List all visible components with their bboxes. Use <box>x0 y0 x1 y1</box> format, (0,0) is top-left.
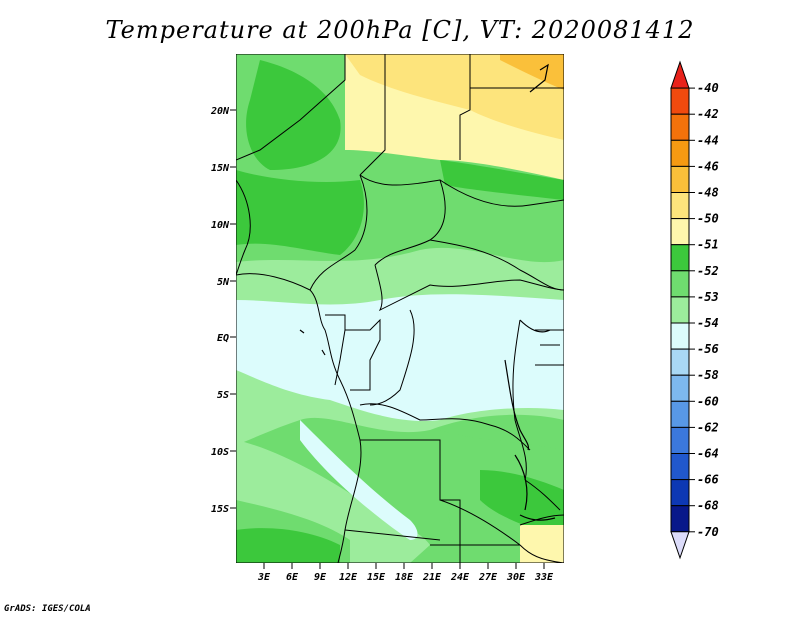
lon-label: 6E <box>286 572 299 583</box>
lon-label: 30E <box>506 572 526 583</box>
colorbar-swatch <box>670 218 690 246</box>
colorbar-swatch <box>670 192 690 220</box>
lon-label: 33E <box>534 572 554 583</box>
colorbar-label: -68 <box>697 499 719 513</box>
latitude-axis: 20N 15N 10N 5N EQ 5S 10S 15S <box>210 106 236 515</box>
colorbar-swatch <box>670 244 690 272</box>
lat-label: 20N <box>210 106 230 117</box>
lon-label: 21E <box>422 572 442 583</box>
grads-credit: GrADS: IGES/COLA <box>4 604 91 614</box>
colorbar-label: -53 <box>697 290 719 304</box>
colorbar-swatch <box>670 348 690 376</box>
lon-label: 27E <box>478 572 498 583</box>
colorbar-label: -60 <box>697 394 719 408</box>
colorbar-label: -48 <box>697 186 719 200</box>
lon-label: 12E <box>339 572 358 583</box>
colorbar-label: -46 <box>697 159 719 173</box>
colorbar-label: -66 <box>697 473 719 487</box>
lon-label: 24E <box>450 572 470 583</box>
colorbar-label: -52 <box>697 264 719 278</box>
colorbar-label: -56 <box>697 342 719 356</box>
lat-label: 15S <box>211 504 229 515</box>
lat-label: 10S <box>211 447 229 458</box>
map-title: Temperature at 200hPa [C], VT: 202008141… <box>105 16 695 44</box>
lat-label: EQ <box>217 333 229 344</box>
lon-label: 15E <box>367 572 386 583</box>
colorbar-swatch <box>670 400 690 428</box>
lon-label: 18E <box>395 572 414 583</box>
colorbar-swatch <box>670 165 690 193</box>
country-borders <box>236 54 564 563</box>
colorbar-label: -64 <box>697 447 719 461</box>
colorbar-swatch <box>670 426 690 454</box>
lon-label: 3E <box>257 572 271 583</box>
colorbar-swatch <box>670 87 690 115</box>
colorbar-label: -58 <box>697 368 719 382</box>
colorbar-label: -51 <box>697 238 719 252</box>
colorbar-bottom-arrow <box>670 531 690 560</box>
colorbar-label: -42 <box>697 107 719 121</box>
lat-label: 5S <box>217 390 229 401</box>
colorbar-swatch <box>670 113 690 141</box>
colorbar-top-arrow <box>670 60 690 89</box>
coastlines-and-lakes <box>299 63 556 521</box>
colorbar-label: -40 <box>697 81 719 95</box>
colorbar-swatch <box>670 479 690 507</box>
colorbar-swatch <box>670 139 690 167</box>
colorbar: -40 -42 -44 -46 -48 -50 -51 -52 -53 -54 -56 -58 -60 -… <box>670 60 719 560</box>
colorbar-label: -70 <box>697 525 719 539</box>
colorbar-swatch <box>670 505 690 533</box>
longitude-axis: 3E 6E 9E 12E 15E 18E 21E 24E 27E 30E 33E <box>257 563 554 583</box>
colorbar-swatch <box>670 322 690 350</box>
lat-label: 5N <box>217 277 230 288</box>
temperature-field <box>236 54 564 563</box>
lon-label: 9E <box>314 572 327 583</box>
colorbar-swatch <box>670 296 690 324</box>
lat-label: 10N <box>211 220 230 231</box>
colorbar-label: -62 <box>697 420 719 434</box>
colorbar-label: -44 <box>697 133 719 147</box>
colorbar-label: -54 <box>697 316 719 330</box>
colorbar-swatch <box>670 453 690 481</box>
colorbar-swatch <box>670 374 690 402</box>
colorbar-label: -50 <box>697 212 719 226</box>
colorbar-swatch <box>670 270 690 298</box>
lat-label: 15N <box>211 163 230 174</box>
